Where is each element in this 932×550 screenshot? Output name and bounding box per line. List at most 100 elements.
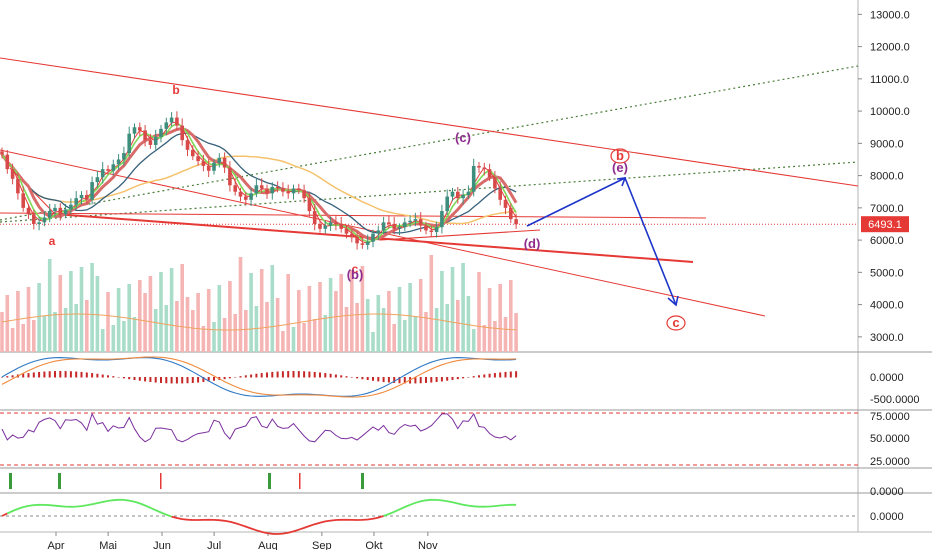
macd-hist-bar: [48, 371, 51, 378]
green-dotted-upper: [0, 65, 859, 221]
rsi-axis-label: 50.0000: [870, 433, 910, 445]
volume-bar: [450, 267, 455, 352]
candle-body: [344, 228, 349, 234]
candle-body: [106, 169, 110, 171]
candle-body: [100, 169, 105, 178]
candle-body: [53, 207, 57, 212]
volume-bar: [238, 257, 243, 352]
volume-bar: [392, 324, 396, 352]
macd-hist-bar: [11, 375, 14, 378]
candle-body: [164, 122, 169, 129]
osc-line-negative: [1, 512, 8, 517]
volume-bar: [201, 326, 206, 352]
candle-body: [265, 188, 269, 194]
macd-hist-bar: [197, 377, 200, 383]
candle-body: [175, 117, 179, 126]
macd-hist-bar: [329, 373, 332, 378]
candle-body: [74, 198, 78, 205]
volume-bar: [95, 276, 100, 352]
volume-bar: [5, 295, 10, 352]
volume-bar: [74, 304, 78, 352]
volume-bar: [249, 273, 253, 352]
candle-body: [477, 165, 481, 168]
candle-body: [63, 209, 68, 215]
macd-hist-bar: [22, 373, 25, 378]
candle-body: [254, 185, 259, 194]
candle-body: [365, 241, 370, 245]
candle-body: [47, 211, 52, 218]
macd-hist-bar: [451, 377, 454, 380]
candle-body: [217, 157, 222, 163]
volume-bar: [16, 291, 20, 352]
volume-bar: [169, 268, 174, 352]
candle-body: [445, 196, 449, 212]
candle-body: [180, 125, 184, 141]
osc-line-positive: [383, 498, 517, 517]
candle-body: [397, 227, 402, 229]
macd-hist-bar: [186, 377, 189, 384]
macd-hist-bar: [91, 373, 94, 378]
candle-body: [116, 159, 121, 165]
volume-bar: [418, 279, 423, 352]
candle-body: [37, 222, 41, 224]
candle-body: [424, 225, 428, 231]
volume-bar: [376, 295, 381, 352]
macd-hist-bar: [313, 371, 316, 378]
macd-hist-bar: [64, 371, 67, 378]
candle-body: [122, 153, 126, 160]
rsi-axis-label: 75.0000: [870, 411, 910, 423]
macd-hist-bar: [319, 372, 321, 378]
macd-hist-bar: [467, 376, 470, 378]
candle-body: [275, 186, 280, 189]
volume-bar: [10, 328, 15, 352]
volume-bar: [334, 291, 338, 352]
macd-hist-bar: [398, 377, 401, 384]
volume-bar: [403, 320, 407, 352]
macd-hist-bar: [75, 371, 78, 378]
candle-body: [58, 207, 63, 215]
macd-hist-bar: [144, 377, 147, 382]
macd-hist-bar: [239, 376, 242, 378]
time-tick-label: Aug: [258, 540, 278, 550]
macd-hist-bar: [334, 374, 337, 378]
volume-bar: [318, 282, 322, 352]
candle-body: [307, 198, 312, 212]
macd-hist-bar: [324, 373, 327, 378]
volume-bar: [371, 332, 375, 352]
wave-label: b: [172, 83, 179, 97]
last-price-value: 6493.1: [868, 219, 902, 231]
candle-body: [456, 191, 460, 199]
volume-bar: [259, 269, 264, 352]
candle-body: [514, 219, 518, 225]
macd-hist-bar: [234, 376, 237, 378]
macd-hist-bar: [456, 377, 459, 380]
macd-hist-bar: [504, 371, 507, 378]
wave-label: b: [616, 148, 624, 163]
macd-hist-bar: [260, 373, 263, 378]
macd-hist-bar: [117, 377, 120, 378]
macd-hist-bar: [478, 375, 480, 378]
candle-body: [328, 222, 333, 226]
candle-body: [127, 133, 131, 154]
volume-bar: [85, 300, 89, 352]
candle-body: [90, 182, 94, 200]
candle-body: [32, 214, 36, 224]
candle-body: [509, 207, 513, 220]
volume-bar: [164, 305, 169, 352]
macd-hist-bar: [414, 377, 417, 384]
volume-bar: [206, 289, 211, 352]
volume-bar: [339, 274, 343, 352]
volume-bar: [270, 265, 275, 352]
volume-bar: [471, 329, 476, 352]
macd-hist-bar: [350, 377, 353, 378]
macd-hist-bar: [493, 373, 496, 378]
rsi-axis-label: 25.0000: [870, 456, 910, 468]
volume-bar: [132, 317, 137, 352]
macd-hist-bar: [271, 371, 274, 378]
projection-arrow-1: [616, 177, 627, 187]
price-tick-label: 5000.0: [870, 267, 904, 279]
macd-hist-bar: [160, 377, 162, 383]
candle-body: [95, 177, 100, 183]
volume-bar: [350, 270, 354, 352]
candle-body: [185, 140, 190, 150]
